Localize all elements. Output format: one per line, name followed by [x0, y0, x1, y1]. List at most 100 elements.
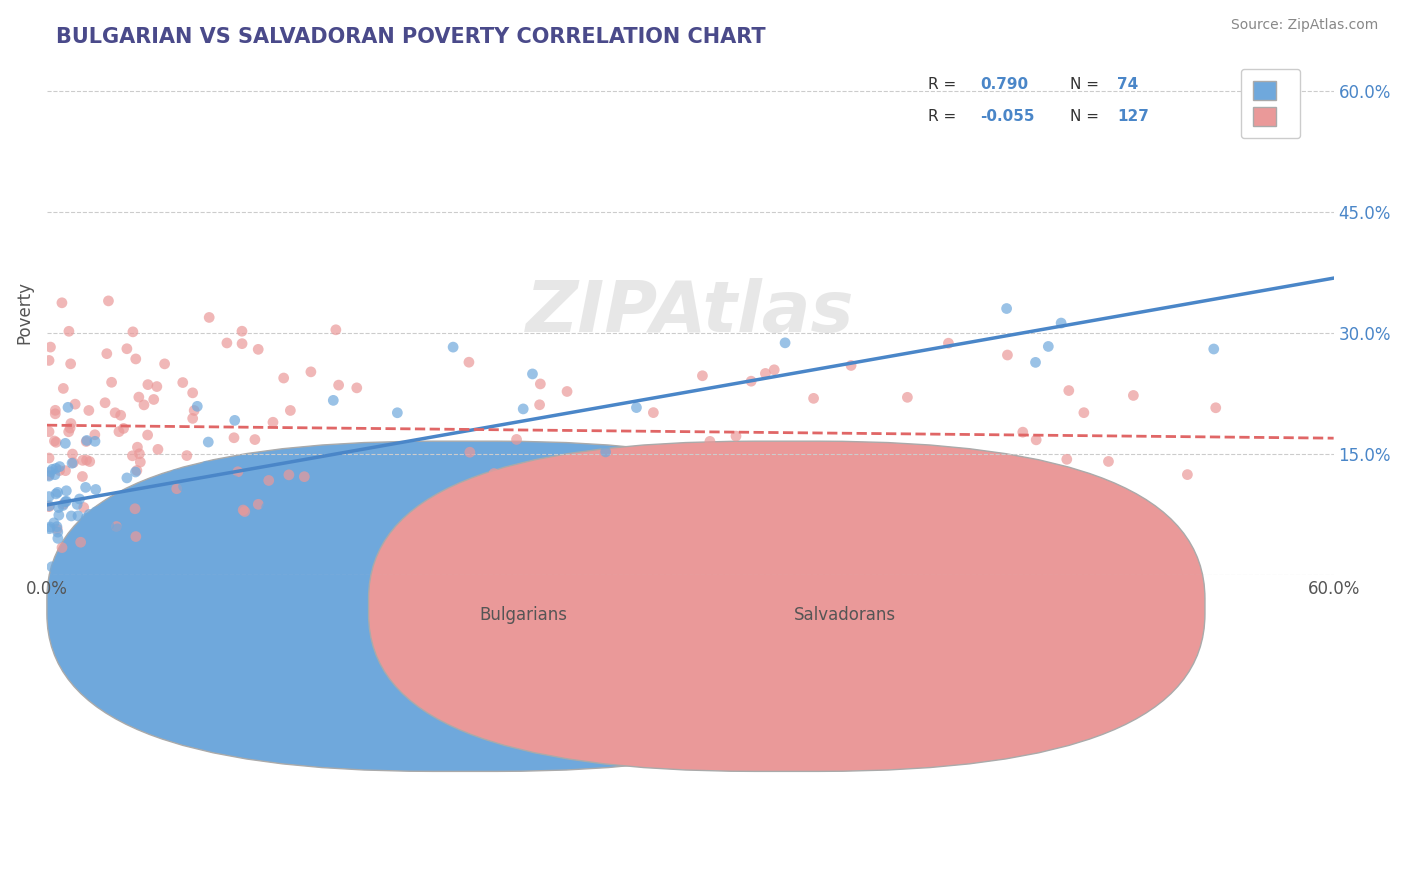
Point: [1057, 384, 1080, 398]
Point: [79, 508, 101, 522]
Point: [128, 447, 150, 461]
Point: [226, 465, 249, 479]
Point: [84, 536, 107, 550]
Point: [224, 474, 246, 488]
Point: [55, 495, 77, 509]
Point: [889, 460, 911, 475]
Point: [441, 340, 464, 354]
Point: [292, 469, 315, 483]
Point: [186, 400, 208, 414]
Text: Salvadorans: Salvadorans: [793, 607, 896, 624]
Point: [75, 434, 97, 449]
Point: [1011, 461, 1033, 475]
Point: [45, 461, 67, 475]
Point: [38, 468, 60, 483]
Point: [73, 500, 96, 515]
Point: [72, 453, 94, 467]
Point: [48, 500, 70, 515]
Point: [69, 535, 91, 549]
Point: [183, 403, 205, 417]
Point: [115, 471, 138, 485]
Point: [215, 335, 238, 350]
Point: [46, 532, 69, 546]
Point: [56, 554, 79, 568]
Point: [124, 465, 146, 479]
Point: [1050, 316, 1073, 330]
Point: [1011, 425, 1033, 439]
Point: [890, 453, 912, 467]
Point: [232, 503, 254, 517]
Point: [839, 359, 862, 373]
Point: [66, 498, 89, 512]
Point: [45, 519, 67, 533]
Text: ZIPAtlas: ZIPAtlas: [526, 278, 855, 347]
Point: [222, 431, 245, 445]
Point: [1084, 555, 1107, 569]
Point: [231, 336, 253, 351]
Point: [146, 442, 169, 457]
Point: [1038, 339, 1060, 353]
Point: [773, 335, 796, 350]
Point: [247, 343, 270, 357]
Point: [995, 301, 1018, 316]
Point: [101, 537, 124, 551]
Point: [776, 482, 799, 496]
Point: [132, 398, 155, 412]
Point: [450, 513, 472, 527]
Point: [42, 516, 65, 530]
Point: [41, 559, 63, 574]
Point: [58, 425, 80, 439]
Text: N =: N =: [1070, 109, 1099, 124]
Text: R =: R =: [928, 109, 956, 124]
Point: [1025, 433, 1047, 447]
Point: [322, 393, 344, 408]
Text: 127: 127: [1118, 109, 1149, 124]
FancyBboxPatch shape: [46, 442, 883, 772]
Point: [48, 459, 70, 474]
Point: [763, 363, 786, 377]
Point: [136, 428, 159, 442]
Point: [105, 519, 128, 533]
Legend: , : ,: [1240, 69, 1301, 138]
Point: [56, 401, 79, 415]
Point: [115, 342, 138, 356]
Point: [181, 411, 204, 425]
Point: [224, 413, 246, 427]
Point: [197, 435, 219, 450]
Point: [681, 460, 703, 475]
Point: [1097, 454, 1119, 468]
Point: [896, 390, 918, 404]
Point: [273, 371, 295, 385]
Point: [38, 450, 60, 465]
Point: [997, 348, 1019, 362]
Point: [112, 421, 135, 435]
Point: [127, 440, 149, 454]
Point: [998, 474, 1021, 488]
Point: [153, 357, 176, 371]
Point: [142, 392, 165, 407]
Point: [52, 497, 75, 511]
Point: [217, 489, 239, 503]
Point: [754, 367, 776, 381]
Point: [94, 396, 117, 410]
Point: [896, 550, 918, 565]
Point: [44, 407, 66, 421]
Point: [505, 433, 527, 447]
Point: [146, 379, 169, 393]
Point: [94, 500, 117, 515]
Point: [328, 378, 350, 392]
Point: [51, 295, 73, 310]
Point: [79, 454, 101, 468]
Point: [86, 559, 108, 574]
Point: [52, 381, 75, 395]
Text: -0.055: -0.055: [980, 109, 1035, 124]
Point: [38, 353, 60, 368]
Point: [48, 508, 70, 523]
Point: [325, 323, 347, 337]
Point: [1056, 452, 1078, 467]
Point: [128, 390, 150, 404]
Point: [262, 415, 284, 429]
Point: [75, 511, 97, 525]
Point: [387, 406, 409, 420]
Point: [60, 508, 83, 523]
